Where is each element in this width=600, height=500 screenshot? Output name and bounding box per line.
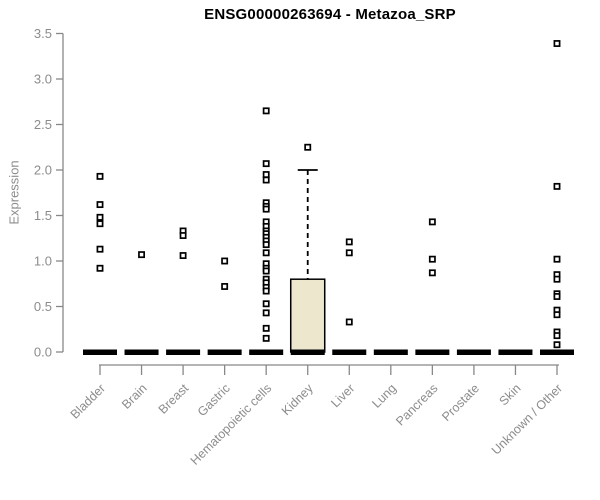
data-point [345,249,353,257]
y-axis-tick-label: 0.0 [34,345,52,360]
y-axis-tick-label: 3.0 [34,72,52,87]
median-bar [540,349,574,355]
x-axis-category-label: Kidney [279,381,316,418]
data-point [262,160,270,168]
data-point [262,205,270,213]
data-point [553,332,561,340]
y-axis-tick-label: 2.0 [34,163,52,178]
data-point [179,232,187,239]
data-point [138,251,145,259]
data-point [262,309,270,317]
data-point [262,300,270,308]
data-point [304,143,312,151]
data-point [553,40,561,47]
data-point [221,283,229,290]
median-bar [290,349,325,355]
data-point [96,172,104,180]
x-axis-category-label: Hematopoietic cells [188,381,275,468]
data-point [262,249,270,257]
median-bar [498,349,533,355]
data-point [345,238,353,246]
x-axis-category-label: Gastric [195,381,233,419]
y-axis-tick-label: 1.0 [34,254,52,269]
x-axis-category-label: Skin [496,381,523,408]
data-point [428,218,436,226]
x-axis-category-label: Unknown / Other [489,381,565,457]
x-axis-category-label: Liver [328,381,357,410]
box [289,278,326,353]
data-point [262,176,270,184]
data-point [553,293,561,300]
median-bar [249,349,284,355]
x-axis-category-label: Pancreas [393,381,440,428]
data-point [428,269,436,277]
x-axis-category-label: Lung [369,381,399,411]
data-point [262,241,270,249]
data-point [262,267,270,275]
data-point [96,213,104,221]
median-bar [83,349,117,355]
y-axis-tick-label: 0.5 [34,299,52,314]
median-bar [124,349,159,355]
data-point [221,257,229,265]
median-bar [166,349,201,355]
data-point [262,171,270,178]
data-point [262,324,270,332]
data-point [96,201,104,209]
y-axis-tick-label: 3.5 [34,26,52,41]
data-point [262,287,270,295]
data-point [262,107,270,115]
median-bar [207,349,242,355]
data-point [96,220,104,228]
x-axis-category-label: Brain [119,381,150,412]
median-bar [373,349,408,355]
data-point [553,311,561,319]
data-point [553,275,561,283]
data-point [553,255,561,263]
data-point [96,245,104,253]
data-point [96,264,104,272]
data-point [262,334,270,342]
data-point [179,252,187,259]
data-point [553,182,561,190]
x-axis-category-label: Bladder [68,381,108,421]
y-axis-tick-label: 2.5 [34,117,52,132]
median-bar [415,349,450,355]
x-axis-category-label: Breast [156,381,192,417]
median-bar [332,349,367,355]
data-point [345,318,353,326]
data-point [553,341,561,349]
x-axis-category-label: Prostate [439,381,482,424]
y-axis-tick-label: 1.5 [34,208,52,223]
median-bar [456,349,491,355]
chart-title: ENSG00000263694 - Metazoa_SRP [204,6,456,23]
data-point [428,255,436,263]
